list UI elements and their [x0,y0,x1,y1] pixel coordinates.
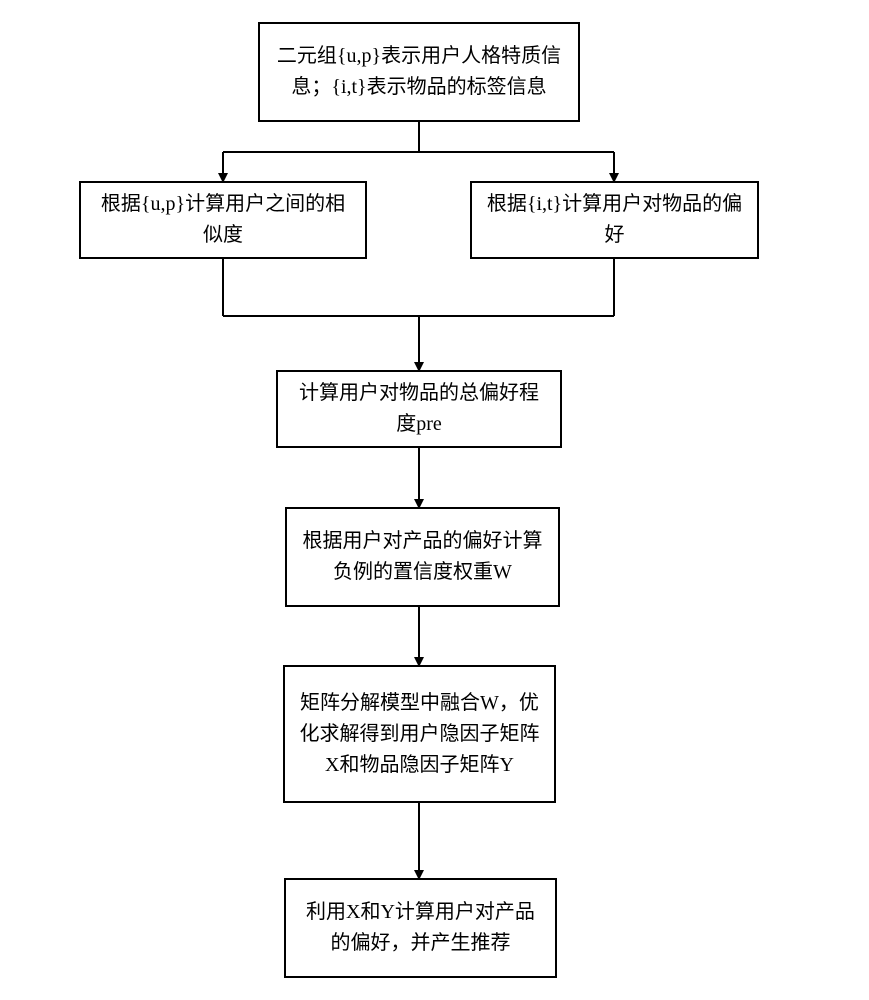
node-text: 计算用户对物品的总偏好程度pre [292,378,546,440]
node-text: 根据用户对产品的偏好计算负例的置信度权重W [301,526,544,588]
flowchart-node-input: 二元组{u,p}表示用户人格特质信息；{i,t}表示物品的标签信息 [258,22,580,122]
flowchart-node-total-pref: 计算用户对物品的总偏好程度pre [276,370,562,448]
flowchart-node-similarity: 根据{u,p}计算用户之间的相似度 [79,181,367,259]
flowchart-node-matrix: 矩阵分解模型中融合W，优化求解得到用户隐因子矩阵X和物品隐因子矩阵Y [283,665,556,803]
node-text: 根据{i,t}计算用户对物品的偏好 [486,189,743,251]
node-text: 二元组{u,p}表示用户人格特质信息；{i,t}表示物品的标签信息 [274,41,564,103]
flowchart-node-weight: 根据用户对产品的偏好计算负例的置信度权重W [285,507,560,607]
flowchart-node-recommend: 利用X和Y计算用户对产品的偏好，并产生推荐 [284,878,557,978]
node-text: 矩阵分解模型中融合W，优化求解得到用户隐因子矩阵X和物品隐因子矩阵Y [299,688,540,781]
node-text: 根据{u,p}计算用户之间的相似度 [95,189,351,251]
flowchart-node-preference: 根据{i,t}计算用户对物品的偏好 [470,181,759,259]
node-text: 利用X和Y计算用户对产品的偏好，并产生推荐 [300,897,541,959]
flowchart-edges [0,0,869,1000]
